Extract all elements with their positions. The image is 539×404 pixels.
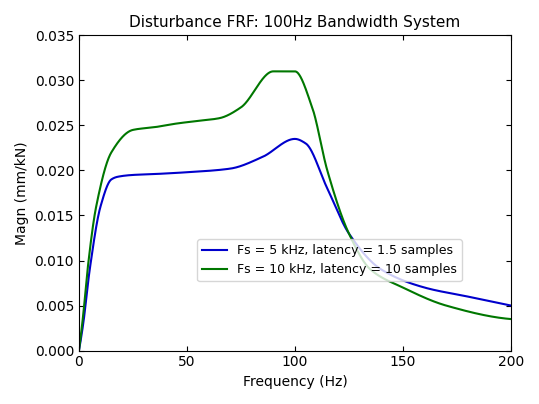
Line: Fs = 5 kHz, latency = 1.5 samples: Fs = 5 kHz, latency = 1.5 samples: [79, 139, 511, 351]
Fs = 5 kHz, latency = 1.5 samples: [508, 303, 514, 308]
Fs = 5 kHz, latency = 1.5 samples: [274, 145, 281, 149]
Line: Fs = 10 kHz, latency = 10 samples: Fs = 10 kHz, latency = 10 samples: [79, 72, 511, 351]
Fs = 10 kHz, latency = 10 samples: [416, 293, 423, 298]
Fs = 5 kHz, latency = 1.5 samples: [98, 202, 104, 207]
Fs = 10 kHz, latency = 10 samples: [274, 69, 281, 74]
X-axis label: Frequency (Hz): Frequency (Hz): [243, 375, 347, 389]
Fs = 10 kHz, latency = 10 samples: [270, 69, 277, 74]
Fs = 10 kHz, latency = 10 samples: [75, 348, 82, 353]
Fs = 10 kHz, latency = 10 samples: [508, 317, 514, 322]
Fs = 10 kHz, latency = 10 samples: [495, 315, 502, 320]
Fs = 5 kHz, latency = 1.5 samples: [75, 348, 82, 353]
Fs = 5 kHz, latency = 1.5 samples: [495, 301, 502, 305]
Fs = 10 kHz, latency = 10 samples: [495, 315, 502, 320]
Y-axis label: Magn (mm/kN): Magn (mm/kN): [15, 141, 29, 245]
Fs = 5 kHz, latency = 1.5 samples: [416, 284, 423, 288]
Fs = 10 kHz, latency = 10 samples: [98, 182, 104, 187]
Fs = 10 kHz, latency = 10 samples: [286, 69, 292, 74]
Title: Disturbance FRF: 100Hz Bandwidth System: Disturbance FRF: 100Hz Bandwidth System: [129, 15, 460, 30]
Fs = 5 kHz, latency = 1.5 samples: [286, 138, 292, 143]
Legend: Fs = 5 kHz, latency = 1.5 samples, Fs = 10 kHz, latency = 10 samples: Fs = 5 kHz, latency = 1.5 samples, Fs = …: [197, 239, 462, 281]
Fs = 5 kHz, latency = 1.5 samples: [292, 137, 298, 141]
Fs = 5 kHz, latency = 1.5 samples: [495, 301, 502, 305]
